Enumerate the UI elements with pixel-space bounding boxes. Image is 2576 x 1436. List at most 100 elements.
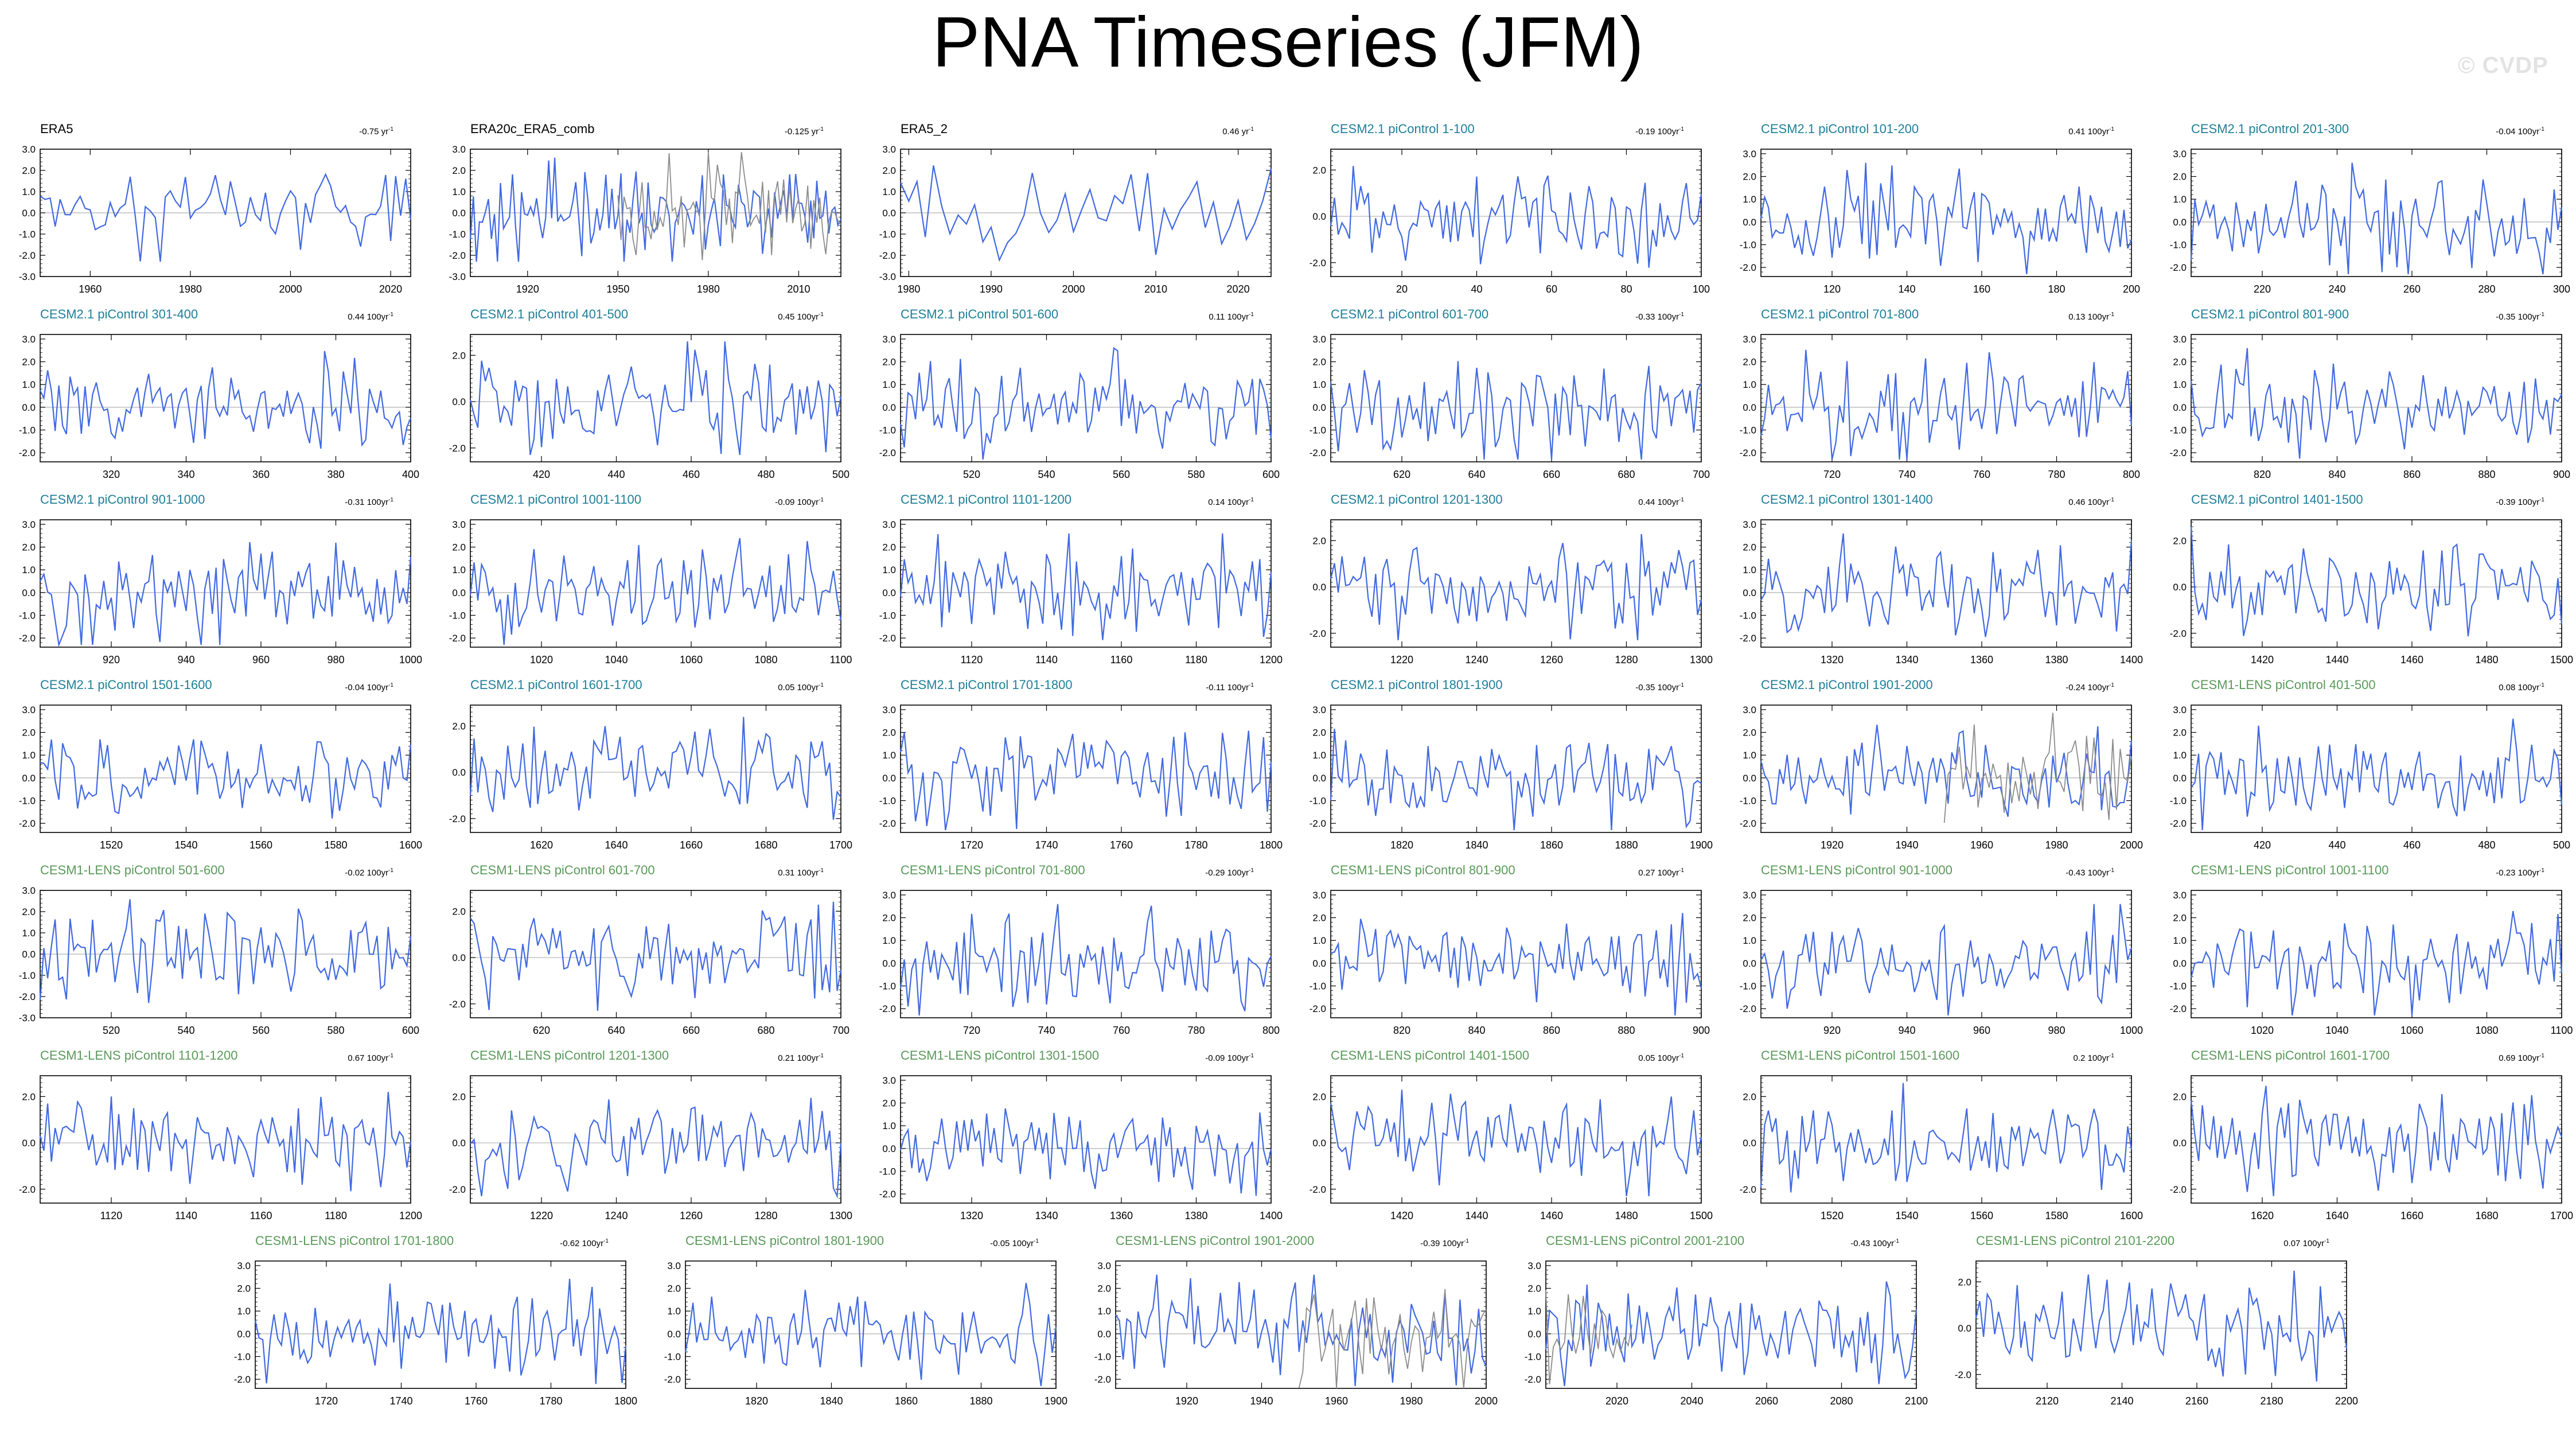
panel-trend-label: -0.09 100yr-1 xyxy=(775,497,824,507)
timeseries-chart: 2.0 0.0 -2.0 1220 1240 1260 1280 1300 xyxy=(449,1075,852,1221)
y-tick-label: 2.0 xyxy=(882,727,896,738)
x-tick-label: 1200 xyxy=(399,1210,422,1221)
y-tick-label: -2.0 xyxy=(1094,1374,1111,1385)
trend-value: -0.75 xyxy=(359,127,381,137)
trend-value: 0.05 xyxy=(778,683,797,692)
y-tick-label: 2.0 xyxy=(1312,1091,1326,1102)
y-tick-label: 0.0 xyxy=(2173,402,2187,413)
trend-unit: 100yr xyxy=(797,1053,819,1063)
panel-title: CESM2.1 piControl 1401-1500 xyxy=(2191,492,2363,507)
timeseries-chart: 3.0 2.0 1.0 0.0 -1.0 -2.0 720 740 760 780 800 xyxy=(879,890,1280,1036)
x-tick-label: 1880 xyxy=(1615,839,1638,851)
x-tick-label: 1080 xyxy=(754,654,777,666)
overlay-series-line xyxy=(1545,1290,1632,1384)
x-tick-label: 300 xyxy=(2553,283,2570,295)
y-tick-label: -2.0 xyxy=(1310,258,1326,268)
x-tick-label: 1560 xyxy=(250,839,272,851)
timeseries-chart: 2.0 0.0 -2.0 1120 1140 1160 1180 1200 xyxy=(19,1075,422,1221)
y-tick-label: -1.0 xyxy=(1525,1352,1541,1363)
timeseries-chart: 2.0 0.0 -2.0 620 640 660 680 700 xyxy=(449,890,849,1036)
panel-title: CESM1-LENS piControl 1101-1200 xyxy=(40,1048,238,1063)
timeseries-chart: 3.0 2.0 1.0 0.0 -1.0 -2.0 -3.0 1920 1950 1980 2010 xyxy=(449,144,841,295)
x-tick-label: 1520 xyxy=(1821,1210,1844,1221)
trend-unit: 100yr xyxy=(367,683,389,692)
panel-trend-label: 0.69 100yr-1 xyxy=(2499,1053,2544,1063)
y-tick-label: -2.0 xyxy=(449,1184,466,1195)
timeseries-panel: CESM2.1 piControl 1101-1200 0.14 100yr-1 3… xyxy=(860,492,1291,676)
x-tick-label: 1220 xyxy=(530,1210,553,1221)
x-tick-label: 460 xyxy=(683,469,700,480)
y-tick-label: -2.0 xyxy=(19,1184,36,1195)
trend-unit: 100yr xyxy=(1657,683,1679,692)
y-tick-label: -1.0 xyxy=(19,610,36,621)
panel-trend-label: 0.21 100yr-1 xyxy=(778,1053,824,1063)
timeseries-panel: CESM2.1 piControl 1501-1600 -0.04 100yr-1… xyxy=(0,678,430,861)
trend-value: -0.125 xyxy=(784,127,812,137)
x-tick-label: 340 xyxy=(177,469,194,480)
panel-title: CESM2.1 piControl 301-400 xyxy=(40,307,198,321)
trend-unit-exponent: -1 xyxy=(1679,312,1684,318)
x-tick-label: 640 xyxy=(1468,469,1485,480)
pna-series-line xyxy=(899,730,1272,831)
x-tick-label: 480 xyxy=(757,469,774,480)
x-tick-label: 1720 xyxy=(315,1395,338,1407)
y-tick-label: 3.0 xyxy=(1312,890,1326,901)
x-tick-label: 1220 xyxy=(1390,654,1413,666)
overlay-series-line xyxy=(1298,1289,1487,1389)
y-tick-label: 3.0 xyxy=(2173,890,2187,901)
y-tick-label: 3.0 xyxy=(882,1075,896,1086)
x-tick-label: 1600 xyxy=(399,839,422,851)
timeseries-panel: CESM1-LENS piControl 1601-1700 0.69 100yr… xyxy=(2151,1048,2576,1232)
x-tick-label: 1840 xyxy=(1465,839,1488,851)
timeseries-panel: CESM2.1 piControl 1901-2000 -0.24 100yr-1… xyxy=(1721,678,2151,861)
x-tick-label: 1380 xyxy=(1184,1210,1207,1221)
y-tick-label: -2.0 xyxy=(879,250,896,261)
panel-trend-label: -0.05 100yr-1 xyxy=(990,1238,1039,1248)
trend-unit-exponent: -1 xyxy=(2109,497,2114,503)
trend-unit-exponent: -1 xyxy=(1679,126,1684,133)
y-tick-label: -2.0 xyxy=(2170,1184,2187,1195)
timeseries-panel: CESM1-LENS piControl 1101-1200 0.67 100yr… xyxy=(0,1048,430,1232)
panel-title: CESM1-LENS piControl 1601-1700 xyxy=(2191,1048,2390,1063)
trend-value: -0.43 xyxy=(1850,1239,1873,1248)
panel-trend-label: -0.39 100yr-1 xyxy=(1420,1238,1469,1248)
y-tick-label: 3.0 xyxy=(2173,149,2187,159)
x-tick-label: 1920 xyxy=(516,283,539,295)
x-tick-label: 800 xyxy=(1262,1025,1280,1036)
x-tick-label: 620 xyxy=(533,1025,550,1036)
x-tick-label: 600 xyxy=(402,1025,419,1036)
x-tick-label: 1740 xyxy=(1035,839,1058,851)
pna-series-line xyxy=(40,739,412,819)
timeseries-panel: CESM2.1 piControl 401-500 0.45 100yr-1 2.0… xyxy=(430,307,860,491)
x-tick-label: 180 xyxy=(2048,283,2065,295)
y-tick-label: 2.0 xyxy=(452,906,466,917)
trend-unit-exponent: -1 xyxy=(388,497,393,503)
trend-unit-exponent: -1 xyxy=(2109,312,2114,318)
y-tick-label: 2.0 xyxy=(1743,172,1756,182)
x-tick-label: 840 xyxy=(2328,469,2345,480)
trend-value: -0.23 xyxy=(2496,868,2518,878)
x-tick-label: 540 xyxy=(177,1025,194,1036)
y-tick-label: 0.0 xyxy=(1527,1329,1541,1340)
timeseries-chart: 3.0 2.0 1.0 0.0 -1.0 -2.0 220 240 260 280 300 xyxy=(2170,149,2570,295)
y-tick-label: 2.0 xyxy=(22,1091,36,1102)
y-tick-label: 0.0 xyxy=(1312,582,1326,593)
panel-trend-label: -0.29 100yr-1 xyxy=(1205,867,1254,878)
y-tick-label: -2.0 xyxy=(234,1374,251,1385)
panel-title: CESM1-LENS piControl 1301-1500 xyxy=(901,1048,1100,1063)
trend-unit-exponent: -1 xyxy=(1894,1238,1899,1244)
x-tick-label: 1740 xyxy=(389,1395,412,1407)
x-tick-label: 680 xyxy=(1618,469,1635,480)
pna-series-line xyxy=(40,542,412,648)
y-tick-label: 2.0 xyxy=(452,165,466,176)
trend-value: -0.02 xyxy=(345,868,367,878)
pna-series-line xyxy=(40,173,412,262)
plot-frame xyxy=(470,705,841,833)
trend-unit-exponent: -1 xyxy=(2109,682,2114,688)
trend-unit-exponent: -1 xyxy=(2539,126,2544,133)
trend-unit-exponent: -1 xyxy=(2324,1238,2329,1244)
trend-unit: 100yr xyxy=(1227,868,1249,878)
y-tick-label: -2.0 xyxy=(19,991,36,1002)
timeseries-panel: CESM1-LENS piControl 601-700 0.31 100yr-1… xyxy=(430,863,860,1046)
pna-series-line xyxy=(469,341,842,456)
